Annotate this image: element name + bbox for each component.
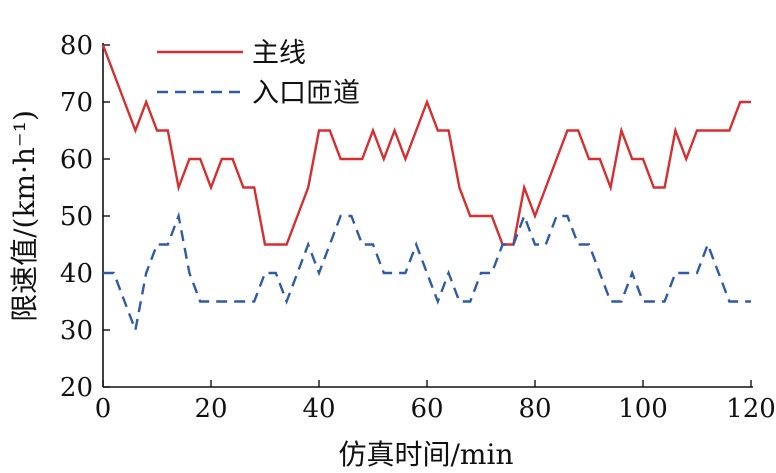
x-tick-label: 120 <box>726 394 776 424</box>
x-tick-label: 80 <box>518 394 551 424</box>
y-tick-label: 80 <box>60 31 93 61</box>
x-tick-label: 0 <box>95 394 112 424</box>
y-tick-label: 50 <box>60 202 93 232</box>
legend-label-2: 入口匝道 <box>252 78 360 109</box>
y-tick-label: 60 <box>60 145 93 175</box>
x-tick-label: 40 <box>302 394 335 424</box>
y-tick-label: 40 <box>60 259 93 289</box>
series-line-2 <box>103 211 751 335</box>
series-line-1 <box>101 44 751 246</box>
x-tick-label: 100 <box>618 394 668 424</box>
legend-label-1: 主线 <box>252 38 306 69</box>
y-tick-label: 20 <box>60 373 93 403</box>
y-tick-label: 70 <box>60 88 93 118</box>
x-axis-title: 仿真时间/min <box>339 438 514 471</box>
series-layer <box>101 44 751 335</box>
y-axis-title: 限速值/(km·h⁻¹) <box>8 110 41 322</box>
x-tick-label: 20 <box>194 394 227 424</box>
axes <box>102 43 753 388</box>
y-axis-ticks: 20 30 40 50 60 70 80 <box>60 31 110 403</box>
x-axis-ticks: 0 20 40 60 80 100 120 <box>95 380 776 424</box>
y-tick-label: 30 <box>60 316 93 346</box>
x-tick-label: 60 <box>410 394 443 424</box>
